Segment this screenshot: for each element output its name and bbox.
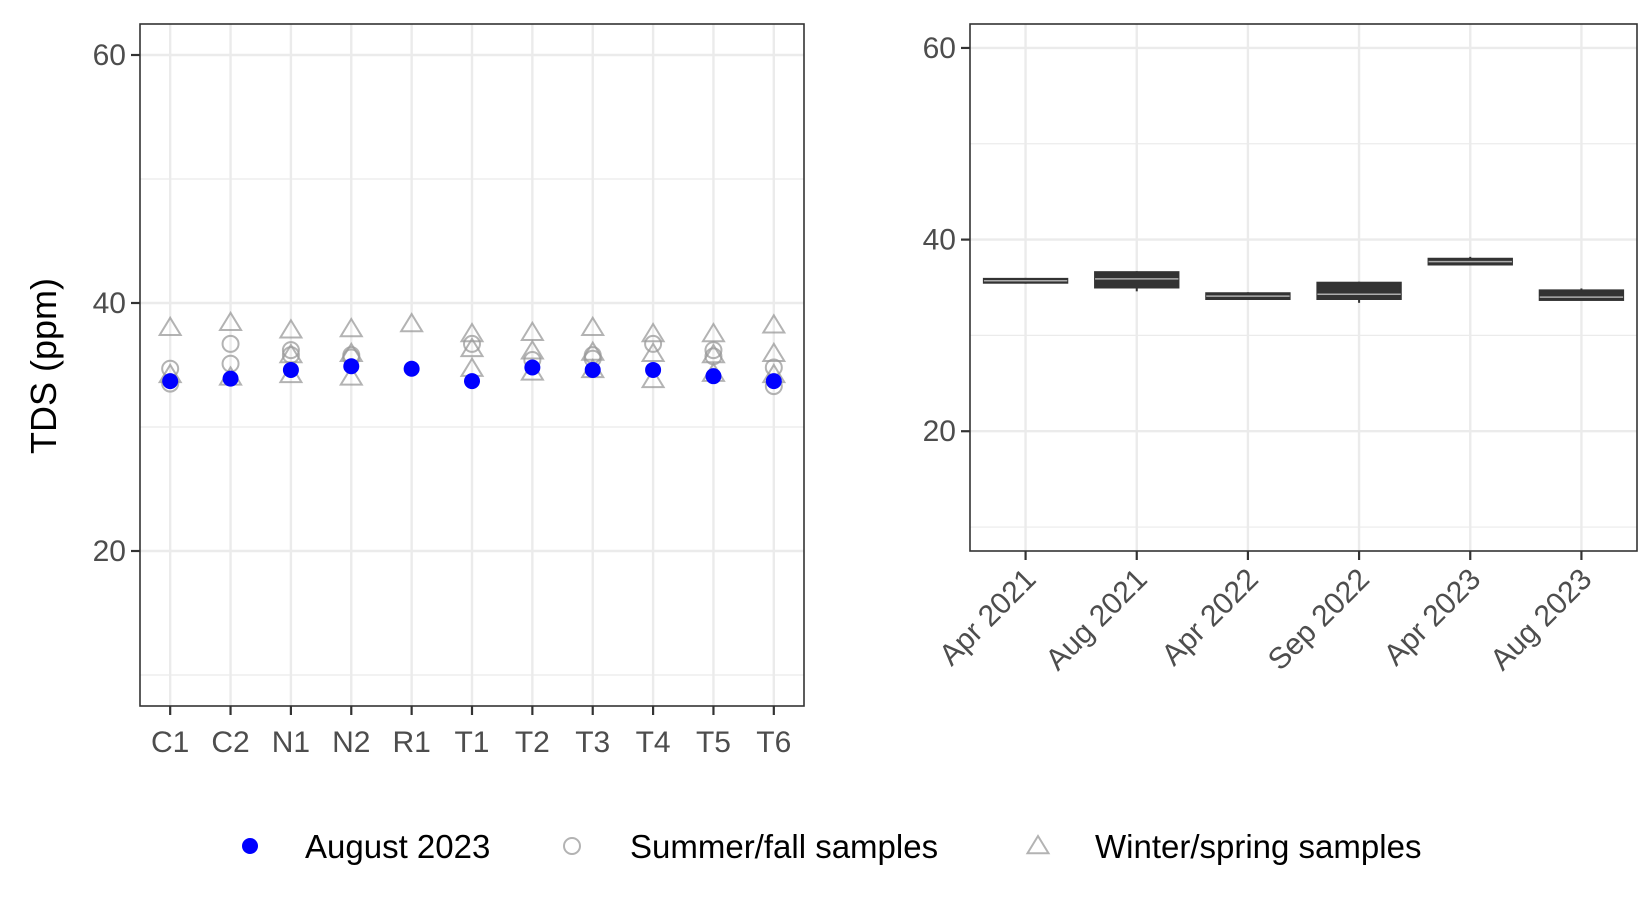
winter-spring-point <box>640 367 666 389</box>
y-axis-title: TDS (ppm) <box>23 278 64 454</box>
x-tick-label: Apr 2022 <box>1155 563 1264 672</box>
august-2023-point <box>524 359 541 376</box>
legend: August 2023 Summer/fall samples Winter/spr… <box>242 828 1421 865</box>
x-tick-label: T1 <box>454 726 489 759</box>
winter-spring-point <box>338 317 364 338</box>
august-2023-point <box>705 368 722 385</box>
legend-label: August 2023 <box>305 828 490 865</box>
winter-spring-point <box>520 339 545 360</box>
summer-fall-point <box>704 341 723 360</box>
x-tick-label: Apr 2023 <box>1378 563 1487 672</box>
x-tick-label: Aug 2021 <box>1040 563 1154 677</box>
august-2023-point <box>282 361 299 378</box>
legend-key-august-2023 <box>242 838 258 854</box>
august-2023-point <box>222 370 239 387</box>
august-2023-point <box>464 373 480 390</box>
x-tick-label: Apr 2021 <box>933 563 1042 672</box>
x-tick-label: T5 <box>696 726 731 759</box>
winter-spring-point <box>761 341 787 363</box>
scatter-panel-border <box>139 23 805 707</box>
y-tick-label: 40 <box>923 224 956 257</box>
y-tick-label: 60 <box>93 39 126 72</box>
summer-fall-point <box>281 341 300 360</box>
x-tick-label: T3 <box>575 726 610 759</box>
winter-spring-point <box>399 312 424 333</box>
x-tick-label: C1 <box>151 726 189 759</box>
boxplot-panel-border <box>969 23 1638 552</box>
x-tick-label: N1 <box>272 726 310 759</box>
august-2023-point <box>343 358 360 375</box>
summer-fall-point <box>221 334 240 353</box>
legend-label: Winter/spring samples <box>1095 828 1421 865</box>
legend-label: Summer/fall samples <box>630 828 938 865</box>
y-tick-label: 20 <box>93 535 126 568</box>
winter-spring-point <box>218 310 243 332</box>
legend-key-summer-fall <box>563 837 581 855</box>
winter-spring-point <box>761 313 787 334</box>
box <box>1538 289 1625 301</box>
box <box>1316 281 1402 300</box>
summer-fall-point <box>463 334 481 353</box>
winter-spring-point <box>278 318 304 339</box>
winter-spring-point <box>157 315 183 336</box>
august-2023-point <box>645 361 662 378</box>
scatter-panel: 20 40 60 C1 C2 N1 N2 R1 T1 T2 T3 T4 T5 T6 <box>93 23 805 759</box>
winter-spring-point <box>580 315 606 336</box>
summer-fall-point <box>644 334 663 353</box>
august-2023-point <box>162 373 179 390</box>
winter-spring-point <box>338 365 364 386</box>
y-tick-label: 20 <box>923 415 956 448</box>
august-2023-point <box>765 373 782 390</box>
x-tick-label: N2 <box>332 726 370 759</box>
y-tick-label: 60 <box>923 32 956 65</box>
winter-spring-point <box>459 322 485 343</box>
legend-key-winter-spring <box>1025 834 1051 855</box>
winter-spring-point <box>459 336 485 358</box>
box <box>1094 271 1180 289</box>
y-tick-label: 40 <box>93 287 126 320</box>
x-tick-label: T2 <box>515 726 550 759</box>
august-2023-point <box>584 361 601 378</box>
x-tick-label: C2 <box>211 726 249 759</box>
x-tick-label: R1 <box>392 726 430 759</box>
x-tick-label: T6 <box>756 726 791 759</box>
august-2023-point <box>403 360 420 377</box>
x-tick-label: T4 <box>636 726 671 759</box>
summer-fall-point <box>704 347 723 366</box>
winter-spring-point <box>640 322 666 343</box>
x-tick-label: Sep 2022 <box>1262 563 1376 677</box>
winter-spring-point <box>640 341 666 363</box>
x-tick-label: Aug 2023 <box>1484 563 1598 677</box>
